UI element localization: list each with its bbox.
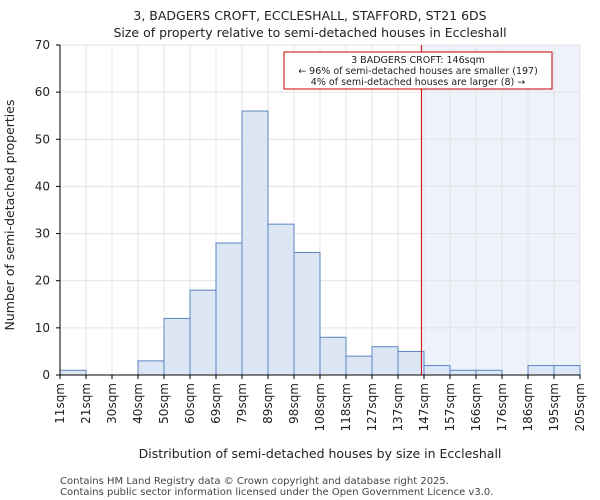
x-tick-label: 157sqm [443,383,457,431]
histogram-bar [319,336,347,376]
histogram-bar [371,346,399,376]
x-tick-label: 127sqm [365,383,379,431]
y-tick-label: 40 [35,179,50,193]
histogram-bar [137,360,165,376]
y-tick-label: 20 [35,274,50,288]
histogram-bar [163,317,191,376]
x-tick-label: 186sqm [521,383,535,431]
x-tick-label: 11sqm [53,383,67,424]
histogram-bar [475,369,503,376]
y-tick-label: 10 [35,321,50,335]
histogram-bar [59,369,87,376]
histogram-bar [553,365,581,376]
x-tick-label: 89sqm [261,383,275,424]
x-tick-label: 147sqm [417,383,431,431]
x-tick-label: 205sqm [573,383,587,431]
histogram-bar [241,110,269,376]
x-tick-label: 30sqm [105,383,119,424]
histogram-bar [423,365,451,376]
x-tick-label: 21sqm [79,383,93,424]
x-tick-label: 50sqm [157,383,171,424]
y-tick-label: 50 [35,132,50,146]
x-tick-label: 166sqm [469,383,483,431]
y-axis-label: Number of semi-detached properties [2,100,17,331]
histogram-bar [267,223,295,376]
histogram-bar [345,355,373,376]
y-tick-label: 70 [35,38,50,52]
x-tick-label: 118sqm [339,383,353,431]
histogram-bar [397,350,425,376]
x-tick-label: 79sqm [235,383,249,424]
histogram-bar [449,369,477,376]
x-tick-label: 60sqm [183,383,197,424]
x-tick-label: 176sqm [495,383,509,431]
x-tick-label: 108sqm [313,383,327,431]
x-tick-label: 195sqm [547,383,561,431]
y-tick-label: 30 [35,227,50,241]
histogram-bar [189,289,217,376]
x-tick-label: 69sqm [209,383,223,424]
plot-area: 0 10 20 30 40 50 60 70 11sqm 21sqm 30sqm 40sqm 50sqm… [35,38,587,431]
annotation-line3: 4% of semi-detached houses are larger (8… [311,77,525,88]
chart-title-line1: 3, BADGERS CROFT, ECCLESHALL, STAFFORD, … [133,8,486,23]
annotation-line1: 3 BADGERS CROFT: 146sqm [351,55,485,66]
footer-line1: Contains HM Land Registry data © Crown c… [60,476,449,487]
histogram-bar [215,242,243,376]
x-axis-label: Distribution of semi-detached houses by … [139,446,502,461]
x-tick-label: 137sqm [391,383,405,431]
chart-title-line2: Size of property relative to semi-detach… [113,25,506,40]
y-tick-label: 60 [35,85,50,99]
larger-region-shade [421,45,580,375]
x-tick-label: 40sqm [131,383,145,424]
footer-line2: Contains public sector information licen… [60,487,493,498]
y-tick-label: 0 [42,368,50,382]
annotation-line2: ← 96% of semi-detached houses are smalle… [298,66,538,77]
x-tick-label: 98sqm [287,383,301,424]
histogram-bar [293,251,321,376]
annotation-box [283,51,553,90]
histogram-bar [527,365,555,376]
